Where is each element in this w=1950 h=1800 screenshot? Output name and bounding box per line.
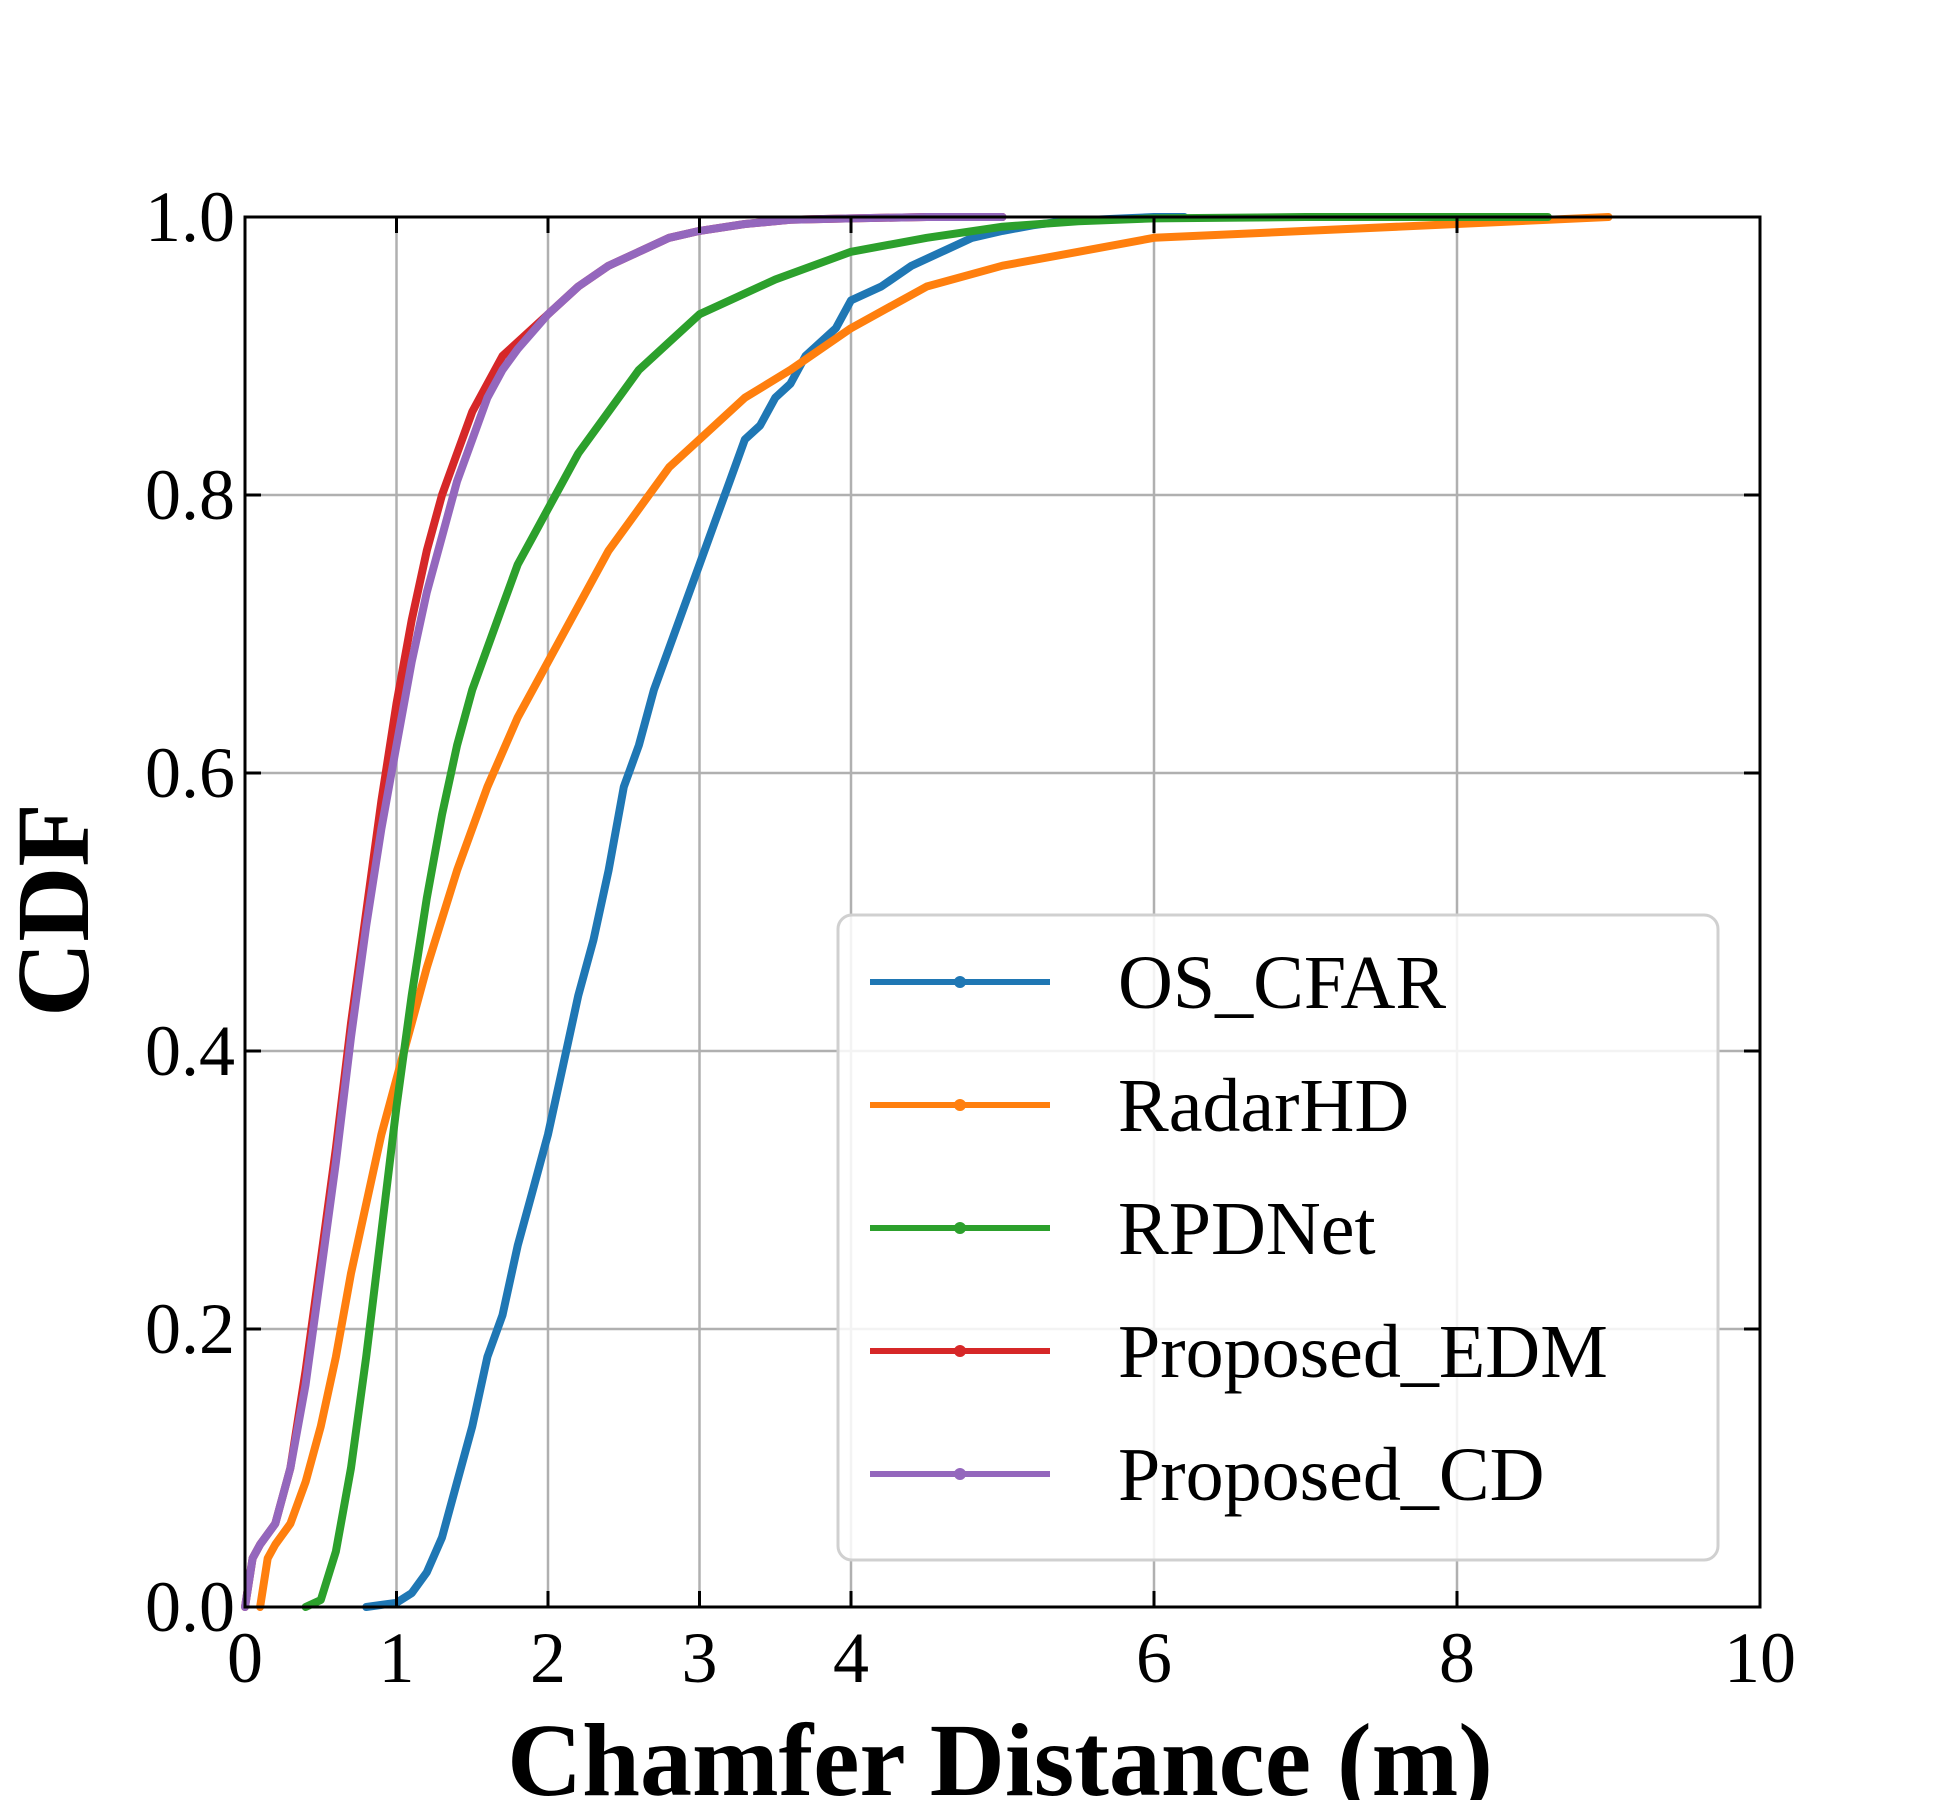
series-line-radarhd (256, 213, 1613, 1611)
legend-marker-proposed-edm (954, 1345, 966, 1357)
legend-marker-proposed-cd (954, 1468, 966, 1480)
legend-label-rpdnet: RPDNet (1118, 1187, 1376, 1271)
x-tick-label: 8 (1439, 1618, 1475, 1698)
series-line-os-cfar (362, 213, 1189, 1611)
ticks (243, 215, 1762, 1609)
y-axis-title: CDF (0, 803, 111, 1017)
legend-label-proposed-cd: Proposed_CD (1118, 1433, 1544, 1517)
legend-box (836, 913, 1720, 1562)
legend: OS_CFAR RadarHD RPDNet Proposed_EDM Proposed… (836, 913, 1720, 1562)
y-tick-label: 1.0 (145, 177, 235, 257)
legend-marker-os-cfar (954, 976, 966, 988)
x-tick-label: 10 (1724, 1618, 1796, 1698)
y-tick-label: 0.0 (145, 1567, 235, 1647)
x-tick-label: 0 (227, 1618, 263, 1698)
x-tick-label: 6 (1136, 1618, 1172, 1698)
x-tick-label: 3 (682, 1618, 718, 1698)
x-axis-title: Chamfer Distance (m) (507, 1703, 1493, 1800)
series-line-rpdnet (301, 213, 1552, 1611)
legend-label-radarhd: RadarHD (1118, 1064, 1409, 1148)
y-tick-label: 0.4 (145, 1011, 235, 1091)
x-tick-label: 1 (379, 1618, 415, 1698)
y-tick-label: 0.8 (145, 455, 235, 535)
legend-label-os-cfar: OS_CFAR (1118, 941, 1446, 1025)
legend-items: OS_CFAR RadarHD RPDNet Proposed_EDM Proposed… (870, 941, 1608, 1517)
y-tick-label: 0.6 (145, 733, 235, 813)
plot-frame (243, 215, 1762, 1609)
x-tick-label: 2 (530, 1618, 566, 1698)
legend-marker-radarhd (954, 1099, 966, 1111)
y-tick-label: 0.2 (145, 1289, 235, 1369)
legend-marker-rpdnet (954, 1222, 966, 1234)
tick-labels: 0 1 2 3 4 6 8 10 0.0 0.2 0.4 0.6 0.8 1.0 (145, 177, 1796, 1698)
x-tick-label: 4 (833, 1618, 869, 1698)
legend-label-proposed-edm: Proposed_EDM (1118, 1310, 1608, 1394)
